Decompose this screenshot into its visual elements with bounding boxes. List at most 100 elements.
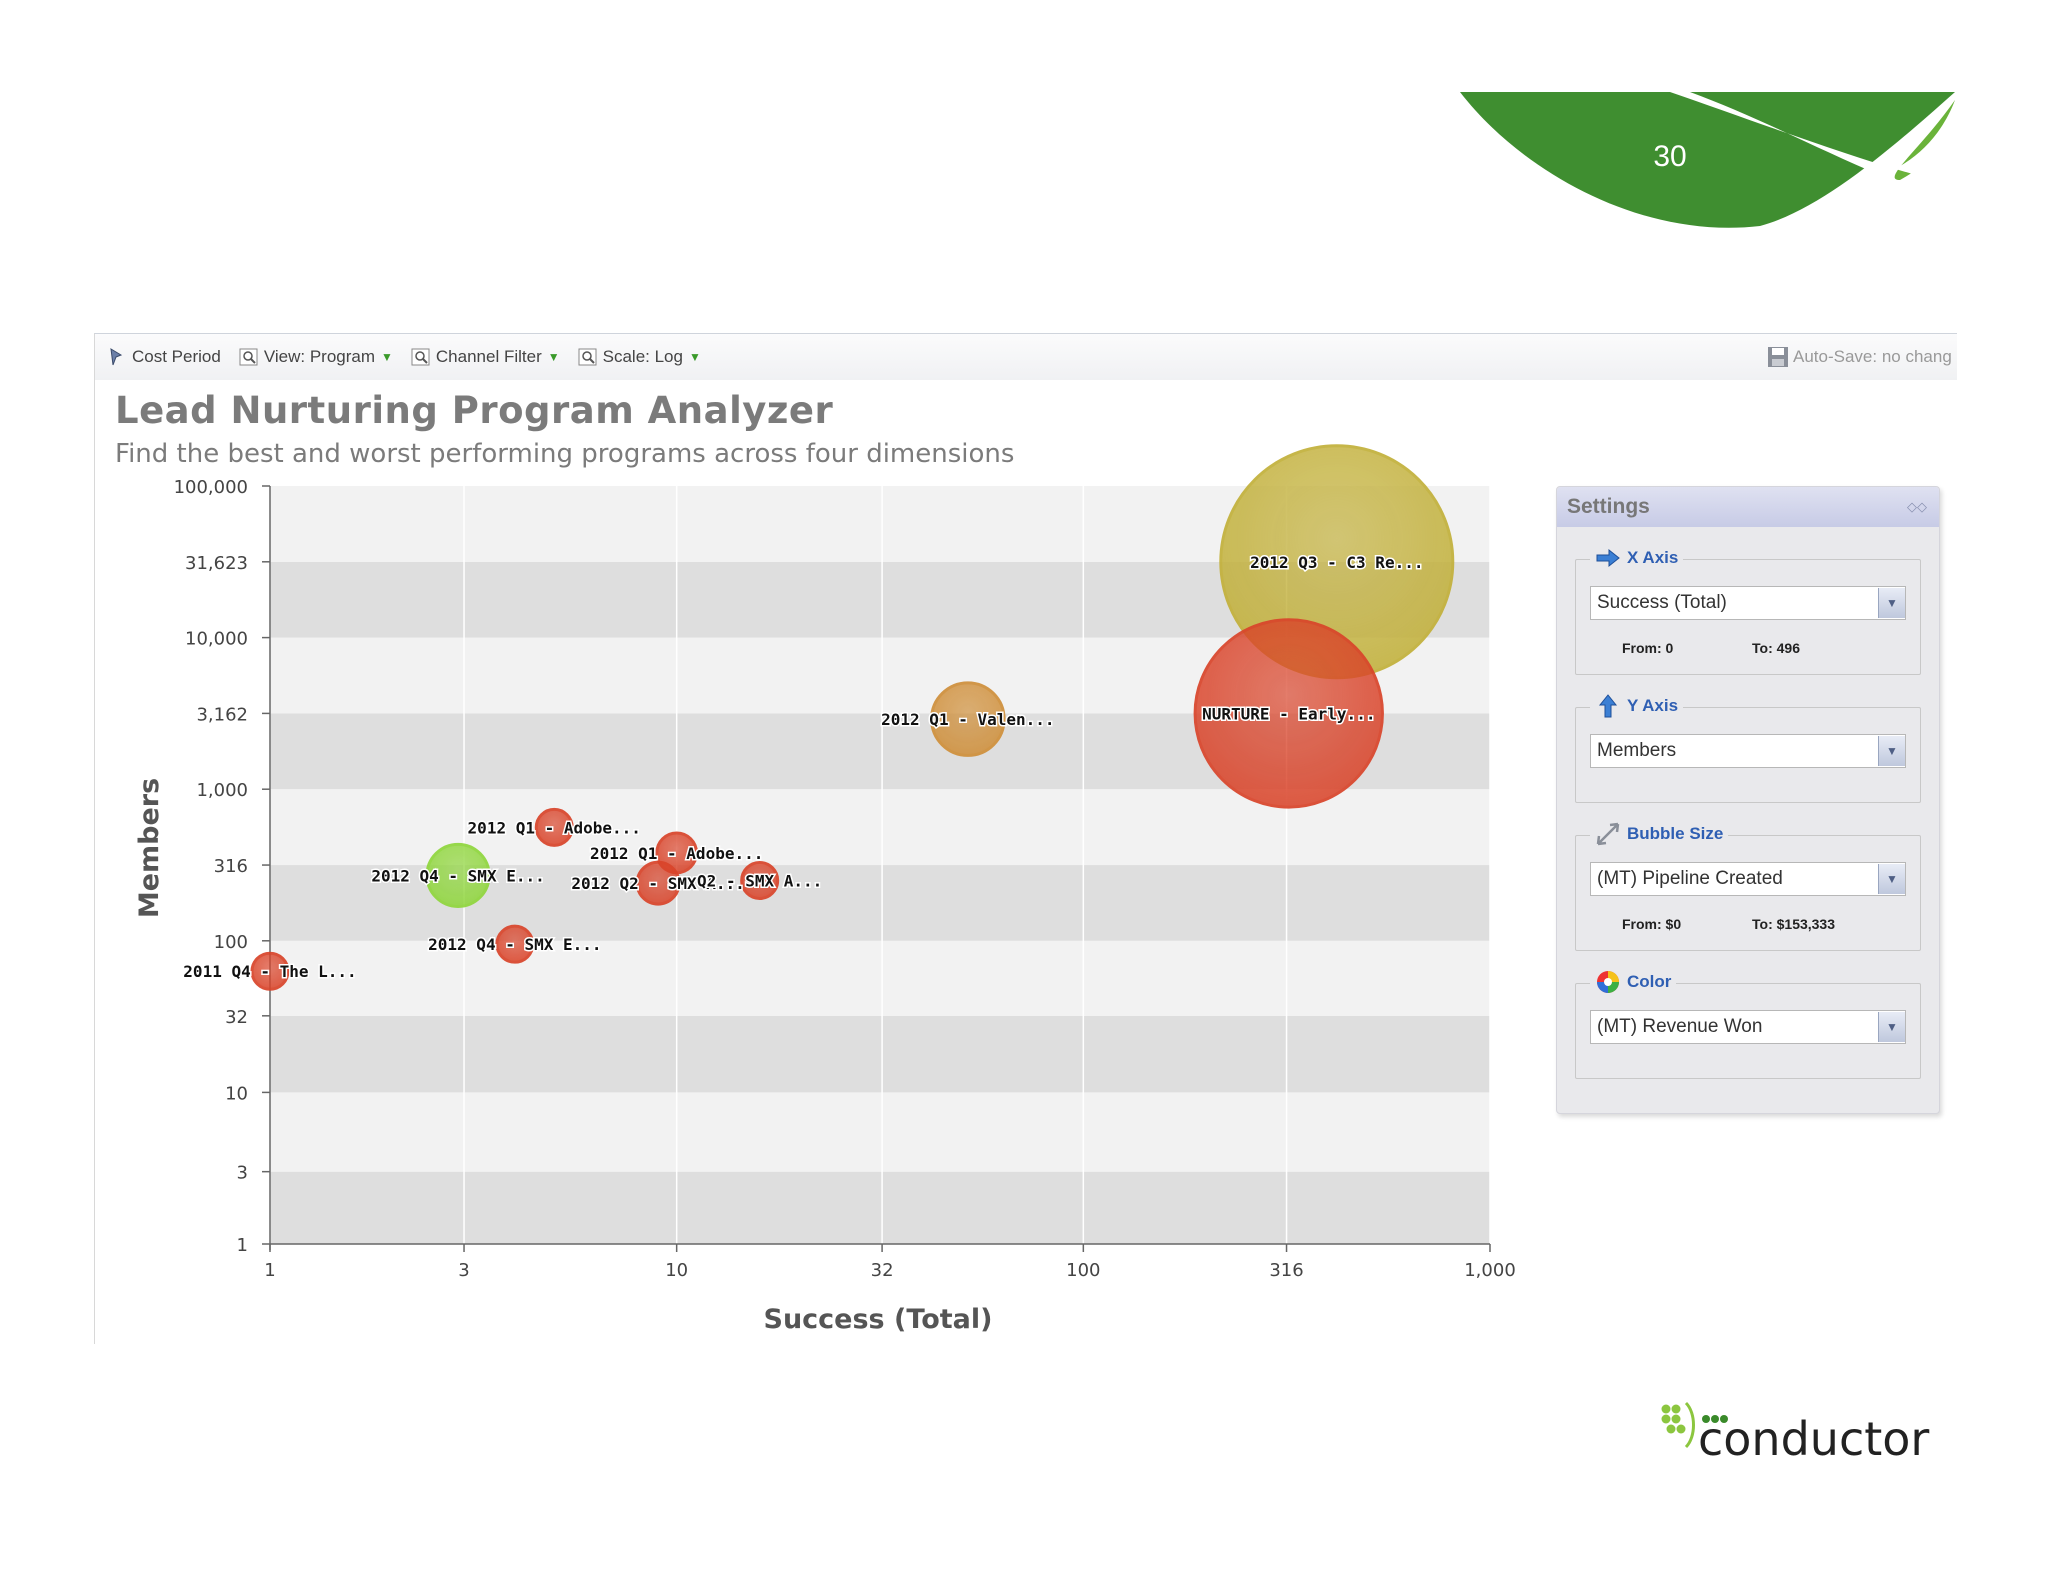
bubble-label: 2012 Q1 - Adobe... [590,844,763,863]
bubble-size-select-value: (MT) Pipeline Created [1597,868,1783,889]
x-axis-from: From: 0 [1622,640,1674,656]
x-axis-select[interactable]: Success (Total) ▼ [1590,586,1906,620]
magnifier-icon [411,348,430,366]
x-axis-group: X Axis Success (Total) ▼ From: 0 To: 496 [1575,545,1921,675]
x-tick-label: 1,000 [1464,1260,1516,1281]
toolbar-view-menu[interactable]: View: Program ▼ [239,347,393,367]
settings-panel: Settings ◇◇ X Axis Success (Total) ▼ Fro… [1556,486,1940,1114]
x-axis-select-value: Success (Total) [1597,592,1727,613]
plot-band [270,1171,1490,1244]
bubble-label: Q2 - SMX A... [697,871,822,890]
color-group: Color (MT) Revenue Won ▼ [1575,969,1921,1079]
y-axis-label: Members [134,778,165,918]
color-legend-label: Color [1627,972,1672,991]
bubble-size-to: To: $153,333 [1752,916,1836,932]
bubble-point [495,924,535,964]
conductor-logo: conductor [1661,1401,1929,1466]
chevron-down-icon[interactable]: ▼ [1878,588,1905,618]
y-axis-select[interactable]: Members ▼ [1590,734,1906,768]
settings-title: Settings [1567,495,1650,518]
slide-number: 30 [1653,140,1687,173]
chevron-down-icon[interactable]: ▼ [1878,736,1905,766]
y-tick-label: 3,162 [196,704,248,725]
pin-icon [110,348,123,366]
x-axis-ticks: 1 3 10 32 100 316 1,000 [264,1244,1516,1281]
resize-arrows-icon [1596,822,1620,846]
color-wheel-icon [1597,971,1619,993]
arrow-up-icon [1598,694,1618,718]
chevron-down-icon[interactable]: ▼ [1878,864,1905,894]
bubble-label: 2012 Q1 - Valen... [881,710,1054,729]
y-tick-label: 100,000 [174,477,248,498]
magnifier-icon [239,348,258,366]
y-tick-label: 32 [225,1007,248,1028]
y-tick-label: 1 [237,1235,248,1256]
chevron-down-icon: ▼ [381,350,393,364]
bubble-label: NURTURE - Early... [1202,704,1375,723]
x-axis-legend: X Axis [1590,545,1684,571]
color-legend: Color [1590,969,1677,995]
bubble-size-legend-label: Bubble Size [1627,824,1724,843]
toolbar-item-label: View: Program [263,347,376,366]
y-axis-legend: Y Axis [1590,693,1684,719]
y-axis-group: Y Axis Members ▼ [1575,693,1921,803]
bubble-label: 2011 Q4 - The L... [183,962,356,981]
y-tick-label: 31,623 [185,553,248,574]
chevron-down-icon[interactable]: ▼ [1878,1012,1905,1042]
bubble-point [534,807,574,847]
y-tick-label: 316 [214,856,248,877]
y-tick-label: 1,000 [196,780,248,801]
x-axis-range: From: 0 To: 496 [1622,640,1882,656]
bubble-label: 2012 Q4 - SMX E... [428,935,601,954]
x-tick-label: 316 [1269,1260,1303,1281]
plot-band [270,1092,1490,1172]
settings-header: Settings ◇◇ [1557,487,1939,527]
x-axis-legend-label: X Axis [1627,548,1679,567]
bubble-point [425,842,491,908]
bubble-point [930,681,1006,757]
plot-band [270,1015,1490,1093]
y-tick-label: 10,000 [185,629,248,650]
toolbar-item-label: Channel Filter [435,347,542,366]
x-tick-label: 3 [458,1260,469,1281]
slide-header-swoosh [1460,92,1955,228]
bubble-point [655,831,699,875]
bubble-label: 2012 Q3 - C3 Re... [1250,553,1423,572]
collapse-icon[interactable]: ◇◇ [1907,499,1927,514]
arrow-right-icon [1596,548,1620,568]
bubble-point [740,860,780,900]
toolbar-channel-filter[interactable]: Channel Filter ▼ [411,347,560,367]
bubble-label: 2012 Q1 - Adobe... [468,818,641,837]
y-axis-ticks: 1 3 10 32 100 316 1,000 3,162 10,000 31,623 100,00… [174,477,270,1256]
bubble-size-group: Bubble Size (MT) Pipeline Created ▼ From… [1575,821,1921,951]
bubble-label: 2012 Q2 - SMX A... [571,874,744,893]
save-disk-icon [1768,347,1788,367]
x-tick-label: 10 [665,1260,688,1281]
y-tick-label: 3 [237,1163,248,1184]
autosave-status: Auto-Save: no chang [1767,334,1957,380]
y-axis-select-value: Members [1597,740,1677,761]
x-tick-label: 1 [264,1260,275,1281]
toolbar-cost-period[interactable]: Cost Period [107,347,221,367]
y-axis-legend-label: Y Axis [1627,696,1679,715]
bubble-point [250,951,290,991]
x-tick-label: 100 [1066,1260,1100,1281]
bubble-size-select[interactable]: (MT) Pipeline Created ▼ [1590,862,1906,896]
chevron-down-icon: ▼ [688,350,701,364]
toolbar-scale-menu[interactable]: Scale: Log ▼ [578,347,701,367]
x-axis-to: To: 496 [1752,640,1800,656]
color-select-value: (MT) Revenue Won [1597,1016,1763,1037]
autosave-label: Auto-Save: no chang [1793,347,1952,366]
page-subtitle: Find the best and worst performing progr… [115,439,1015,469]
chevron-down-icon: ▼ [547,350,560,364]
toolbar: Cost Period View: Program ▼ Channel Filt… [95,334,1957,380]
color-select[interactable]: (MT) Revenue Won ▼ [1590,1010,1906,1044]
toolbar-item-label: Scale: Log [602,347,683,366]
bubble-size-legend: Bubble Size [1590,821,1729,847]
page-title: Lead Nurturing Program Analyzer [115,389,834,432]
x-tick-label: 32 [871,1260,894,1281]
bubble-label: 2012 Q4 - SMX E... [371,866,544,885]
y-tick-label: 10 [225,1083,248,1104]
bubble-size-range: From: $0 To: $153,333 [1622,916,1882,932]
